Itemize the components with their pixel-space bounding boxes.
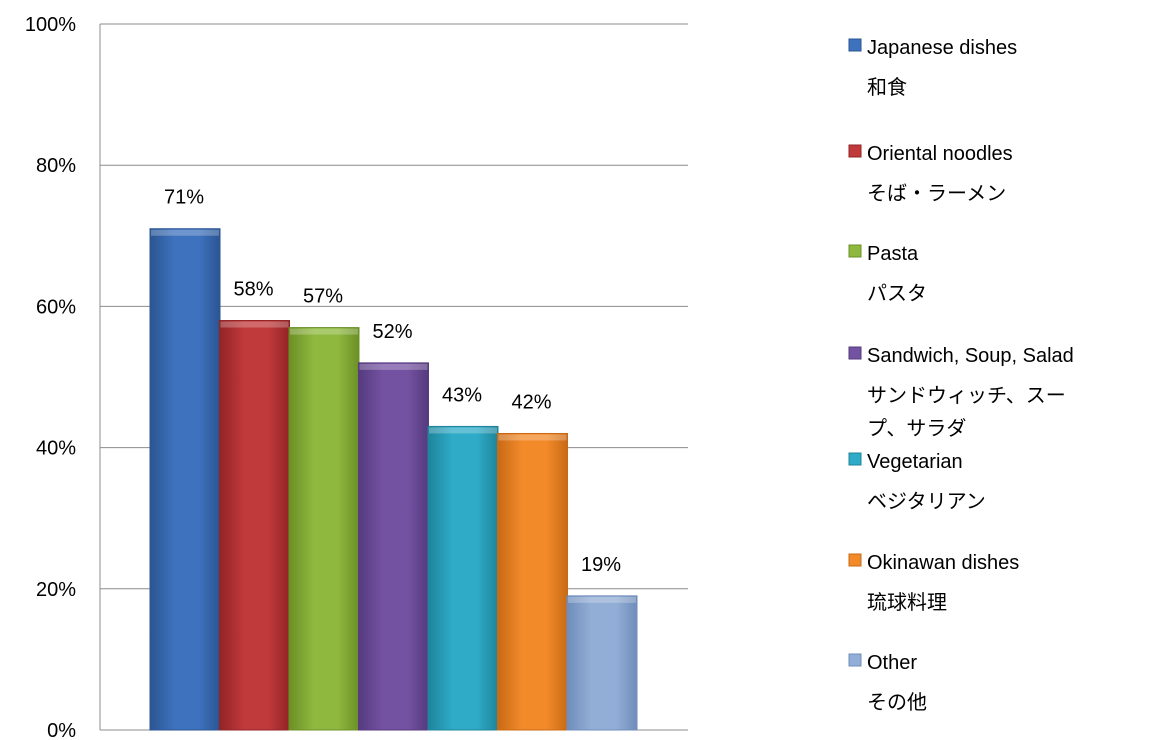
legend-item: Vegetarian ベジタリアン [848,451,986,513]
y-axis-ticks: 0% 20% 40% 60% 80% 100% [25,14,76,740]
legend-label-en: Other [867,652,917,674]
legend-item: Other その他 [848,652,927,714]
legend-label-en: Sandwich, Soup, Salad [867,345,1074,367]
bar-bevel [359,363,428,370]
legend-item: Pasta パスタ [848,243,927,305]
legend-label-ja: ベジタリアン [867,489,986,513]
bar-bevel [498,434,567,441]
data-label: 19% [581,554,621,576]
data-label: 42% [511,391,551,413]
legend-label-ja: 琉球料理 [867,590,947,614]
y-tick-label: 80% [36,155,76,177]
data-label: 43% [442,384,482,406]
legend-label-en: Oriental noodles [867,143,1013,165]
data-label: 58% [233,279,273,301]
legend-item: Oriental noodles そば・ラーメン [848,143,1013,205]
y-tick-label: 100% [25,14,76,36]
bar [497,432,568,731]
legend-label-ja: パスタ [867,281,927,305]
bar-bevel [568,596,636,603]
bar [427,425,499,731]
bar [149,228,221,731]
legend-swatch [848,346,862,360]
legend: Japanese dishes 和食 Oriental noodles そば・ラーメン… [848,37,1074,714]
legend-swatch [848,553,862,567]
legend-label-ja: サンドウィッチ、スー [867,383,1066,407]
bar-bevel [151,229,219,236]
legend-label-en: Vegetarian [867,451,963,473]
bar-bevel [290,328,358,335]
legend-item: Okinawan dishes 琉球料理 [848,552,1019,614]
legend-swatch [848,653,862,667]
data-label: 52% [372,321,412,343]
legend-swatch [848,144,862,158]
bar [219,320,290,731]
legend-label-ja: 和食 [867,75,907,99]
legend-swatch [848,244,862,258]
legend-label-ja: その他 [867,690,927,714]
bar [288,327,360,731]
legend-item: Sandwich, Soup, Salad サンドウィッチ、スープ、サラダ [848,345,1074,440]
legend-label-ja: プ、サラダ [867,416,966,440]
legend-label-en: Japanese dishes [867,37,1017,59]
data-label: 71% [164,187,204,209]
legend-swatch [848,452,862,466]
legend-label-en: Pasta [867,243,919,265]
y-tick-label: 60% [36,296,76,318]
bar [566,595,638,731]
data-label: 57% [303,286,343,308]
bar-bevel [429,427,497,434]
data-labels: 71% 58% 57% 52% 43% 42% 19% [164,187,621,576]
bar [358,362,429,731]
bars [149,228,638,731]
bar-bevel [220,321,289,328]
y-tick-label: 40% [36,438,76,460]
y-tick-label: 20% [36,579,76,601]
legend-label-en: Okinawan dishes [867,552,1019,574]
legend-swatch [848,38,862,52]
legend-item: Japanese dishes 和食 [848,37,1017,99]
legend-label-ja: そば・ラーメン [867,181,1006,205]
y-tick-label: 0% [47,720,76,740]
